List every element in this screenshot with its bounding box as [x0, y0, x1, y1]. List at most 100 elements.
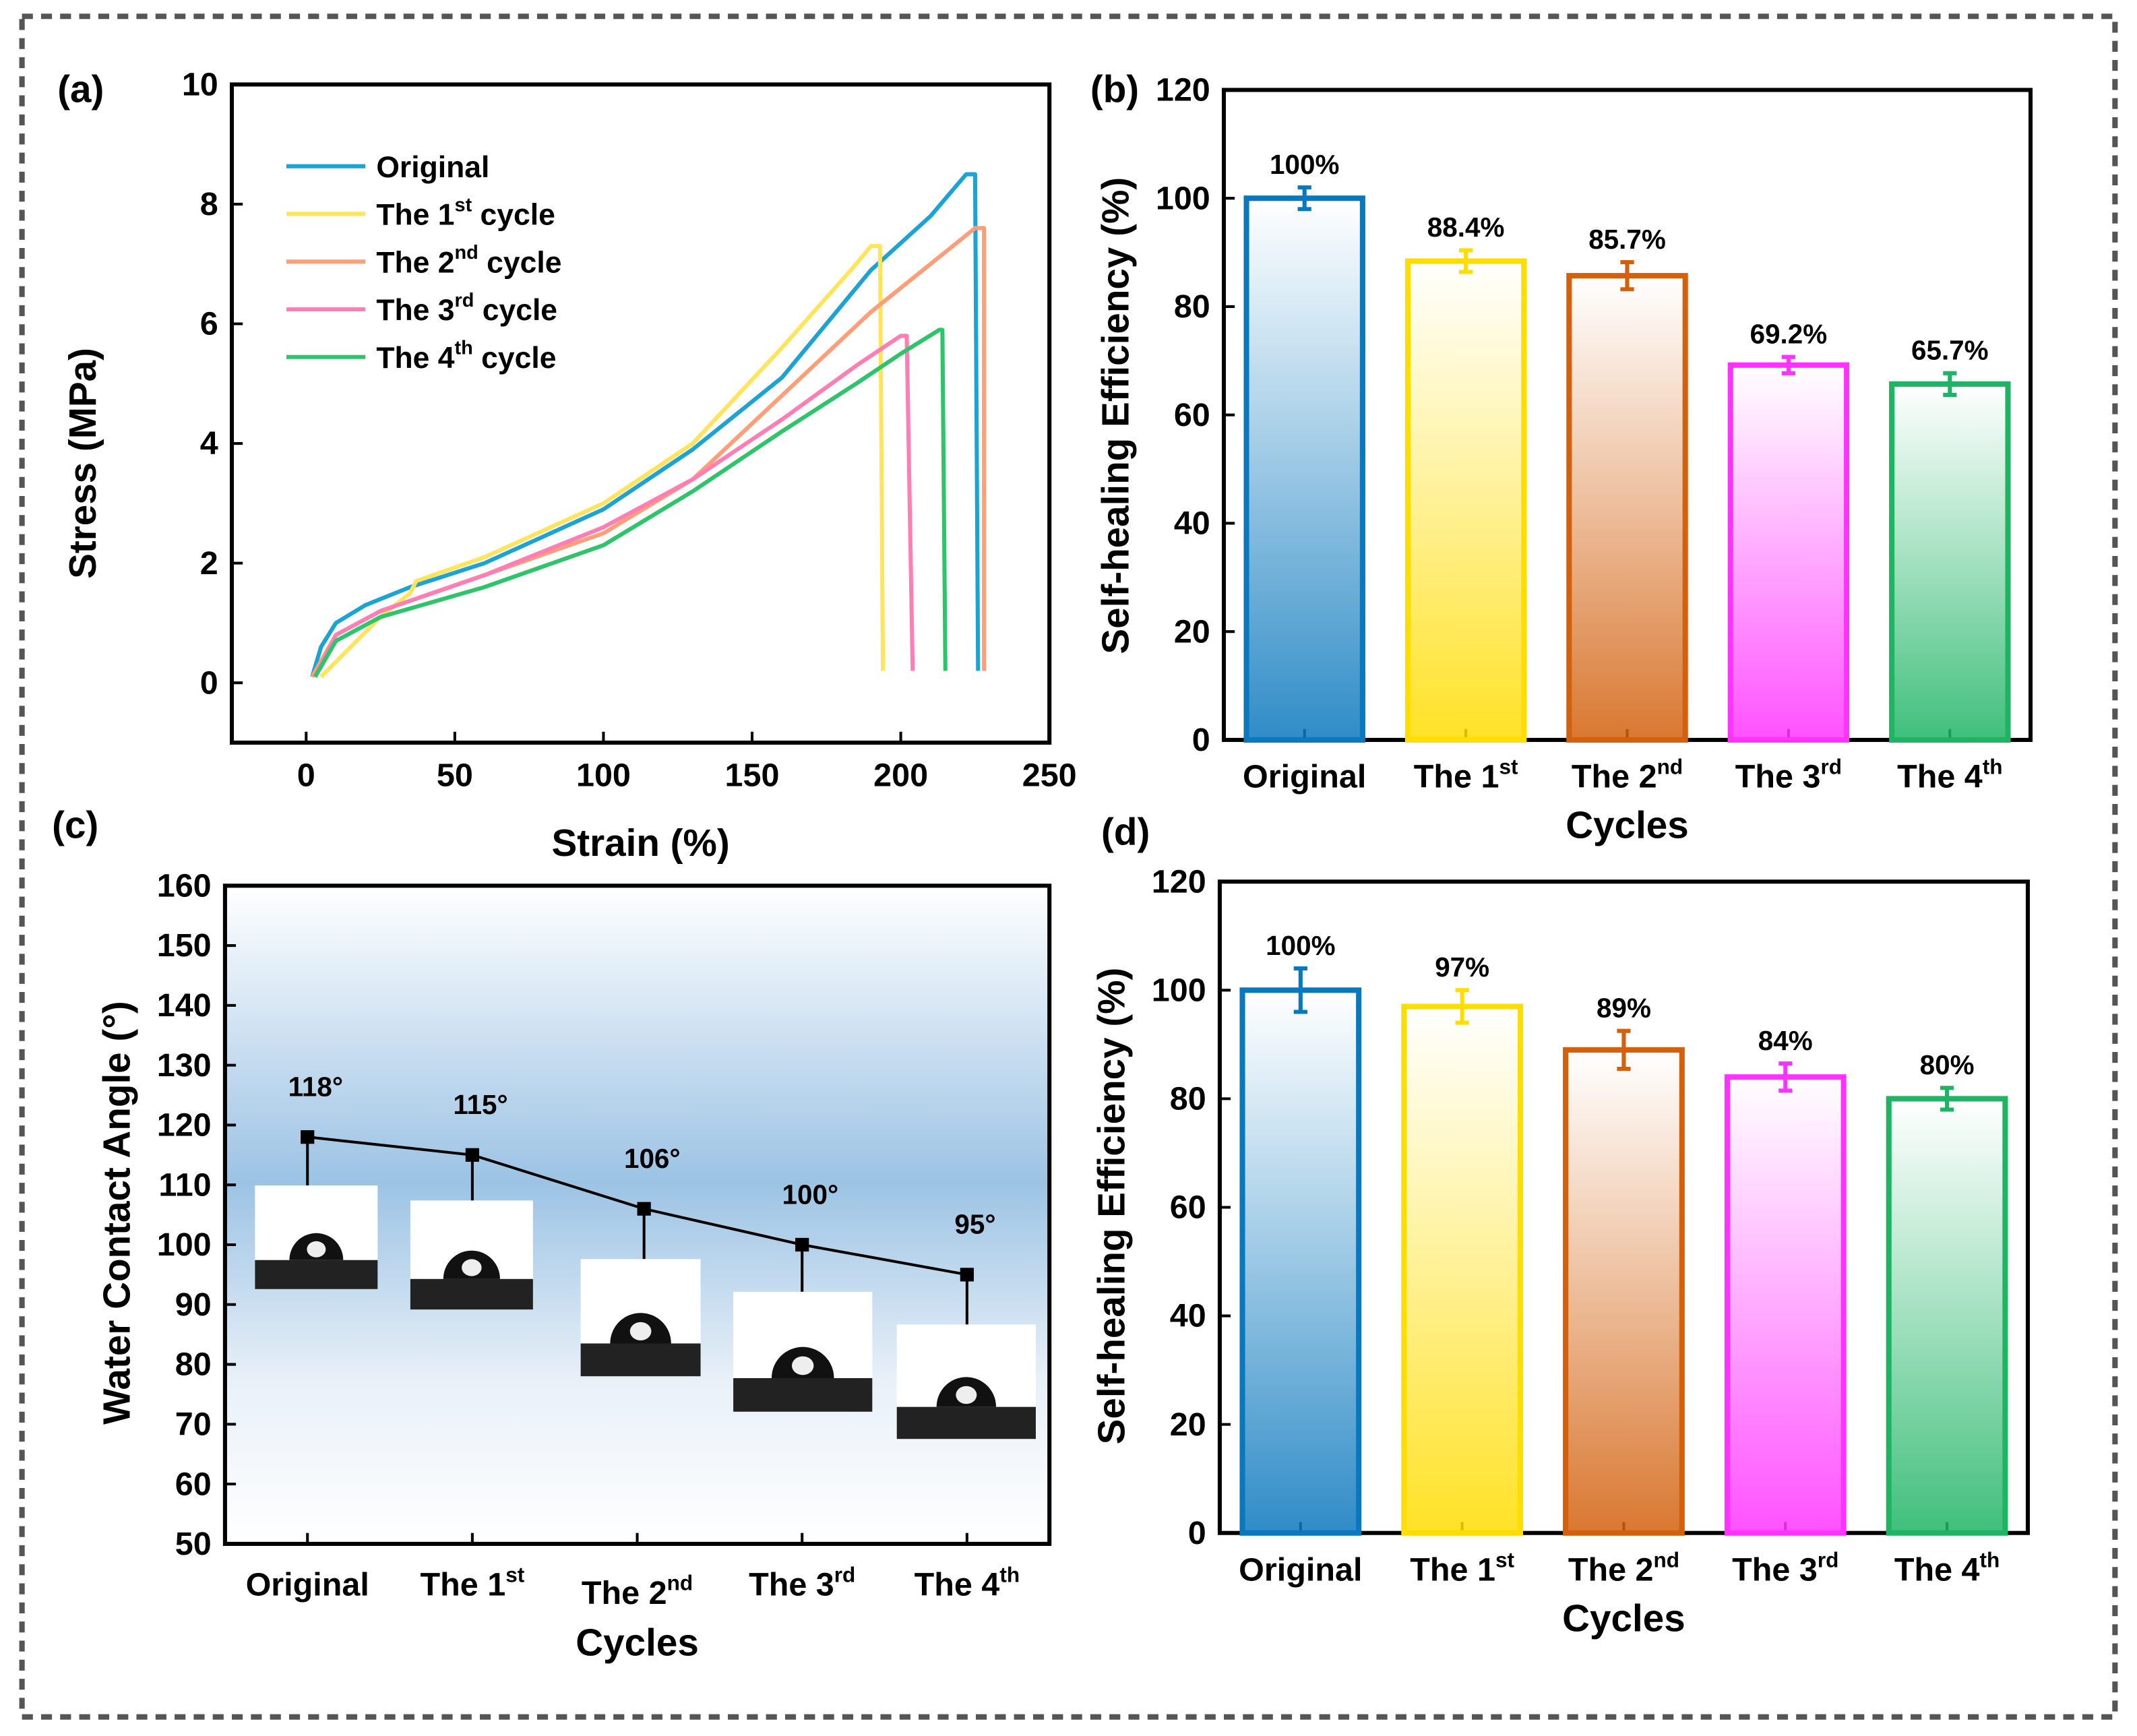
data-label: 85.7%	[1588, 224, 1666, 255]
y-tick-label: 100	[1156, 180, 1210, 216]
y-tick-label: 100	[1152, 972, 1206, 1008]
y-axis-label: Self-healing Efficiency (%)	[1090, 968, 1132, 1445]
droplet-photo	[580, 1259, 701, 1377]
droplet-highlight	[792, 1356, 814, 1375]
y-tick-label: 80	[1170, 1081, 1206, 1117]
x-tick-label: The 2nd	[582, 1571, 693, 1611]
panel-label: (a)	[57, 68, 104, 111]
error-bar	[1293, 966, 1307, 1014]
panel-d: (d) Cycles Self-healing Efficiency (%) 0 20 4…	[1090, 811, 2031, 1639]
bar	[1239, 987, 1362, 1536]
figure-border	[19, 13, 2118, 1720]
data-label: 89%	[1597, 992, 1651, 1023]
error-bar	[1458, 248, 1473, 274]
x-tick-label: The 4th	[915, 1563, 1020, 1603]
y-tick-label: 0	[1192, 722, 1210, 758]
x-axis-label: Cycles	[1566, 804, 1689, 846]
x-tick-label: The 3rd	[1732, 1547, 1838, 1588]
y-tick-label: 70	[175, 1406, 212, 1443]
y-tick-label: 0	[200, 664, 218, 701]
bar	[1566, 273, 1688, 743]
data-label: 118°	[288, 1072, 343, 1103]
series-line-3	[313, 334, 915, 678]
data-label: 65.7%	[1911, 335, 1989, 366]
y-tick-label: 130	[157, 1047, 212, 1084]
y-tick-label: 0	[1188, 1515, 1206, 1551]
y-tick-label: 40	[1170, 1298, 1206, 1334]
x-tick-label: 150	[725, 757, 780, 794]
y-tick-label: 4	[200, 425, 218, 462]
y-tick-label: 140	[157, 987, 212, 1024]
data-label: 100%	[1270, 149, 1339, 180]
x-tick-label: The 1st	[1410, 1547, 1514, 1588]
error-bar	[1778, 1061, 1793, 1093]
x-tick-label: 200	[873, 757, 928, 794]
legend-label: The 1st cycle	[376, 194, 555, 231]
x-tick-label: 0	[297, 757, 315, 794]
substrate	[580, 1343, 701, 1377]
y-tick-label: 60	[175, 1466, 212, 1502]
x-axis-label: Cycles	[576, 1621, 699, 1664]
y-tick-label: 120	[157, 1107, 212, 1144]
x-tick-label: The 1st	[421, 1563, 525, 1603]
x-tick-label: 250	[1022, 757, 1077, 794]
x-tick-label: The 3rd	[1735, 754, 1842, 795]
y-tick-label: 80	[175, 1346, 212, 1383]
droplet-photo	[896, 1324, 1036, 1439]
data-label: 115°	[453, 1089, 507, 1120]
y-axis-label: Stress (MPa)	[61, 348, 104, 579]
data-label: 97%	[1435, 952, 1489, 983]
x-tick-label: The 2nd	[1572, 754, 1683, 795]
x-tick-label: The 3rd	[749, 1563, 855, 1603]
substrate	[255, 1260, 378, 1289]
legend-label: The 2nd cycle	[376, 242, 561, 279]
x-tick-label: Original	[246, 1567, 369, 1603]
series-line-0	[310, 172, 981, 678]
plot-frame	[229, 82, 1052, 745]
bar	[1724, 1074, 1847, 1536]
error-bar	[1455, 988, 1469, 1025]
panel-b: (b) Cycles Self-healing Efficiency (%) 0 20 4…	[1090, 68, 2033, 846]
data-label: 106°	[624, 1143, 681, 1174]
panel-label: (b)	[1090, 68, 1139, 111]
bar	[1243, 195, 1365, 743]
droplet-highlight	[462, 1259, 482, 1276]
error-bar	[1943, 371, 1957, 397]
x-tick-label: Original	[1243, 759, 1366, 795]
panel-label: (d)	[1101, 811, 1150, 853]
x-axis-label: Cycles	[1562, 1596, 1685, 1639]
y-tick-label: 160	[157, 867, 212, 904]
y-tick-label: 8	[200, 186, 218, 222]
y-tick-label: 50	[175, 1526, 212, 1562]
error-bar	[1617, 1028, 1631, 1072]
substrate	[733, 1377, 873, 1412]
error-bar	[1940, 1086, 1954, 1112]
y-tick-label: 90	[175, 1286, 212, 1323]
x-tick-label: The 4th	[1894, 1547, 2000, 1588]
data-label: 88.4%	[1427, 212, 1505, 243]
y-tick-label: 150	[157, 927, 212, 964]
error-bar	[1297, 185, 1311, 212]
y-axis-label: Self-healing Efficiency (%)	[1094, 177, 1136, 654]
bar	[1727, 362, 1850, 743]
y-tick-label: 10	[182, 67, 218, 103]
legend-label: The 3rd cycle	[376, 290, 557, 327]
data-label: 100°	[782, 1179, 839, 1210]
y-tick-label: 40	[1174, 505, 1210, 542]
x-tick-label: 50	[437, 757, 473, 794]
data-label: 95°	[954, 1209, 995, 1240]
error-bar	[1620, 260, 1634, 292]
y-tick-label: 60	[1174, 397, 1210, 433]
data-label: 100%	[1266, 930, 1335, 961]
y-tick-label: 20	[1170, 1406, 1206, 1443]
bar	[1889, 381, 2011, 743]
substrate	[410, 1278, 533, 1310]
bar	[1563, 1047, 1685, 1536]
y-tick-label: 110	[158, 1167, 211, 1203]
bar	[1886, 1096, 2008, 1536]
series-line-4	[313, 328, 948, 678]
data-point	[465, 1148, 479, 1162]
droplet-highlight	[307, 1241, 326, 1258]
y-tick-label: 6	[200, 306, 218, 342]
